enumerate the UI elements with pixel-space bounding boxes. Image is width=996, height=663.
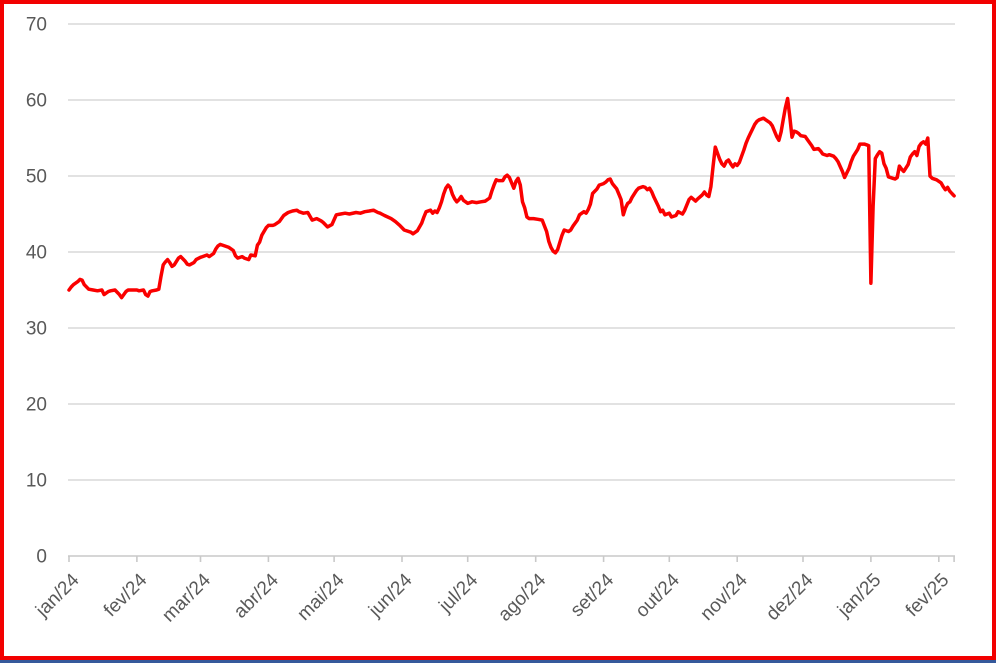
series-line <box>67 96 956 300</box>
y-axis-label: 60 <box>26 91 47 112</box>
y-axis-label: 10 <box>26 471 47 492</box>
y-axis-labels: 0 10 20 30 40 50 60 70 <box>26 15 47 568</box>
y-axis-label: 0 <box>36 547 47 568</box>
y-axis-label: 70 <box>26 15 47 36</box>
y-axis-label: 50 <box>26 167 47 188</box>
y-axis-label: 40 <box>26 243 47 264</box>
y-axis-label: 20 <box>26 395 47 416</box>
x-axis <box>68 555 955 562</box>
y-axis-label: 30 <box>26 319 47 340</box>
bottom-edge-strip <box>0 660 996 663</box>
